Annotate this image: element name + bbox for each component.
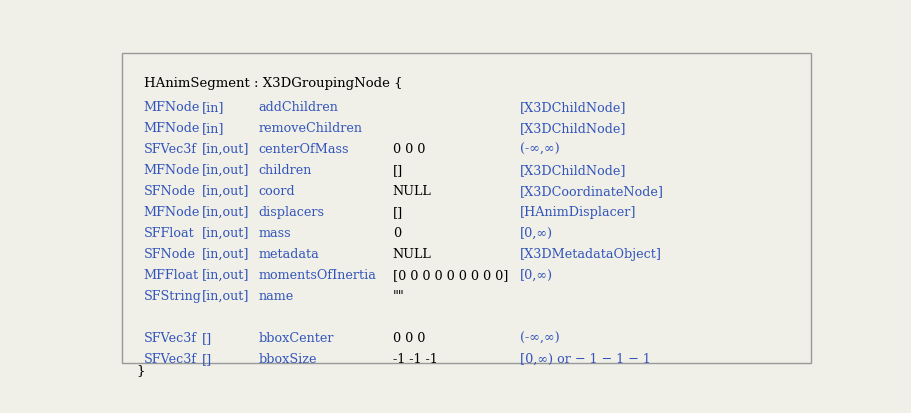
Text: metadata: metadata [259, 247, 320, 260]
Text: centerOfMass: centerOfMass [259, 142, 349, 155]
Text: [0 0 0 0 0 0 0 0 0]: [0 0 0 0 0 0 0 0 0] [393, 268, 508, 281]
Text: displacers: displacers [259, 205, 324, 218]
Text: "": "" [393, 290, 404, 302]
Text: [in,out]: [in,out] [202, 184, 250, 197]
Text: coord: coord [259, 184, 295, 197]
FancyBboxPatch shape [122, 55, 811, 363]
Text: 0: 0 [393, 226, 401, 240]
Text: []: [] [393, 164, 403, 176]
Text: MFNode: MFNode [144, 205, 200, 218]
Text: MFNode: MFNode [144, 100, 200, 114]
Text: [in,out]: [in,out] [202, 142, 250, 155]
Text: MFNode: MFNode [144, 164, 200, 176]
Text: []: [] [393, 205, 403, 218]
Text: }: } [137, 363, 145, 376]
Text: (-∞,∞): (-∞,∞) [520, 142, 559, 155]
Text: [in,out]: [in,out] [202, 247, 250, 260]
Text: []: [] [202, 331, 212, 344]
Text: SFVec3f: SFVec3f [144, 352, 197, 365]
Text: momentsOfInertia: momentsOfInertia [259, 268, 376, 281]
Text: 0 0 0: 0 0 0 [393, 142, 425, 155]
Text: [in]: [in] [202, 100, 225, 114]
Text: NULL: NULL [393, 184, 432, 197]
Text: [X3DCoordinateNode]: [X3DCoordinateNode] [520, 184, 664, 197]
Text: children: children [259, 164, 312, 176]
Text: [X3DChildNode]: [X3DChildNode] [520, 164, 627, 176]
Text: [in,out]: [in,out] [202, 290, 250, 302]
Text: []: [] [202, 352, 212, 365]
Text: NULL: NULL [393, 247, 432, 260]
Text: 0 0 0: 0 0 0 [393, 331, 425, 344]
Text: SFString: SFString [144, 290, 201, 302]
Text: (-∞,∞): (-∞,∞) [520, 331, 559, 344]
Text: [X3DChildNode]: [X3DChildNode] [520, 100, 627, 114]
Text: name: name [259, 290, 294, 302]
Text: removeChildren: removeChildren [259, 121, 363, 134]
Text: [X3DMetadataObject]: [X3DMetadataObject] [520, 247, 661, 260]
Text: -1 -1 -1: -1 -1 -1 [393, 352, 437, 365]
Text: bboxSize: bboxSize [259, 352, 317, 365]
Text: SFFloat: SFFloat [144, 226, 194, 240]
Text: mass: mass [259, 226, 292, 240]
Text: [0,∞): [0,∞) [520, 226, 553, 240]
Text: bboxCenter: bboxCenter [259, 331, 334, 344]
Text: SFNode: SFNode [144, 247, 196, 260]
Text: MFFloat: MFFloat [144, 268, 199, 281]
Text: [in,out]: [in,out] [202, 164, 250, 176]
Text: [0,∞): [0,∞) [520, 268, 553, 281]
Text: [in]: [in] [202, 121, 225, 134]
Text: [X3DChildNode]: [X3DChildNode] [520, 121, 627, 134]
Text: SFVec3f: SFVec3f [144, 142, 197, 155]
Text: [HAnimDisplacer]: [HAnimDisplacer] [520, 205, 637, 218]
Text: MFNode: MFNode [144, 121, 200, 134]
Text: [0,∞) or − 1 − 1 − 1: [0,∞) or − 1 − 1 − 1 [520, 352, 650, 365]
Text: SFNode: SFNode [144, 184, 196, 197]
Text: [in,out]: [in,out] [202, 268, 250, 281]
Text: [in,out]: [in,out] [202, 205, 250, 218]
Text: addChildren: addChildren [259, 100, 339, 114]
Text: HAnimSegment : X3DGroupingNode {: HAnimSegment : X3DGroupingNode { [144, 76, 402, 90]
Text: [in,out]: [in,out] [202, 226, 250, 240]
Text: SFVec3f: SFVec3f [144, 331, 197, 344]
